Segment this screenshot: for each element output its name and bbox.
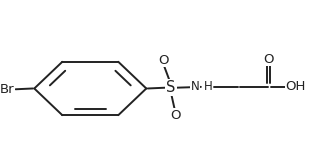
Text: O: O [158,54,169,67]
Text: Br: Br [0,83,14,96]
Text: N: N [191,80,200,93]
Text: S: S [166,80,175,95]
Text: H: H [204,80,212,93]
Text: O: O [170,109,180,122]
Text: OH: OH [286,80,306,93]
Text: O: O [263,53,274,66]
